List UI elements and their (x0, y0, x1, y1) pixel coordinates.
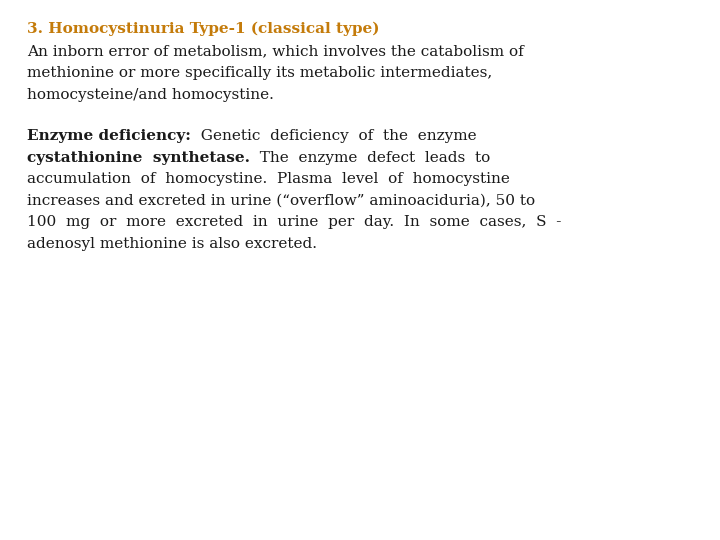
Text: accumulation  of  homocystine.  Plasma  level  of  homocystine: accumulation of homocystine. Plasma leve… (27, 172, 510, 186)
Text: 3. Homocystinuria Type-1 (classical type): 3. Homocystinuria Type-1 (classical type… (27, 22, 379, 36)
Text: increases and excreted in urine (“overflow” aminoaciduria), 50 to: increases and excreted in urine (“overfl… (27, 193, 535, 207)
Text: homocysteine/and homocystine.: homocysteine/and homocystine. (27, 87, 274, 102)
Text: methionine or more specifically its metabolic intermediates,: methionine or more specifically its meta… (27, 66, 492, 80)
Text: Enzyme deficiency:: Enzyme deficiency: (27, 129, 191, 143)
Text: cystathionine  synthetase.: cystathionine synthetase. (27, 151, 250, 165)
Text: 100  mg  or  more  excreted  in  urine  per  day.  In  some  cases,  S  -: 100 mg or more excreted in urine per day… (27, 215, 562, 229)
Text: The  enzyme  defect  leads  to: The enzyme defect leads to (250, 151, 490, 165)
Text: Genetic  deficiency  of  the  enzyme: Genetic deficiency of the enzyme (191, 129, 477, 143)
Text: An inborn error of metabolism, which involves the catabolism of: An inborn error of metabolism, which inv… (27, 45, 523, 58)
Text: adenosyl methionine is also excreted.: adenosyl methionine is also excreted. (27, 237, 317, 251)
